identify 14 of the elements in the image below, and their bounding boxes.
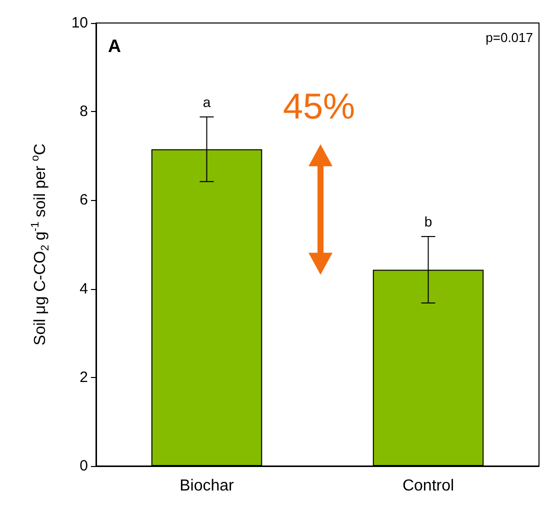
x-tick-label: Biochar [180, 478, 235, 494]
y-tick-label: 6 [80, 192, 88, 209]
x-tick-label: Control [402, 478, 454, 494]
annotation: A [108, 36, 121, 56]
annotation: p=0.017 [486, 30, 534, 45]
y-tick-label: 0 [80, 458, 88, 474]
y-tick-label: 4 [80, 280, 88, 298]
annotation: a [202, 94, 211, 110]
annotation: 45% [283, 86, 356, 126]
y-tick-label: 2 [80, 368, 88, 386]
y-axis-title: Soil μg C-CO2 g-1 soil per oC [30, 144, 52, 346]
annotation: b [424, 214, 432, 230]
y-tick-label: 8 [80, 103, 88, 120]
y-tick-label: 10 [71, 14, 88, 32]
